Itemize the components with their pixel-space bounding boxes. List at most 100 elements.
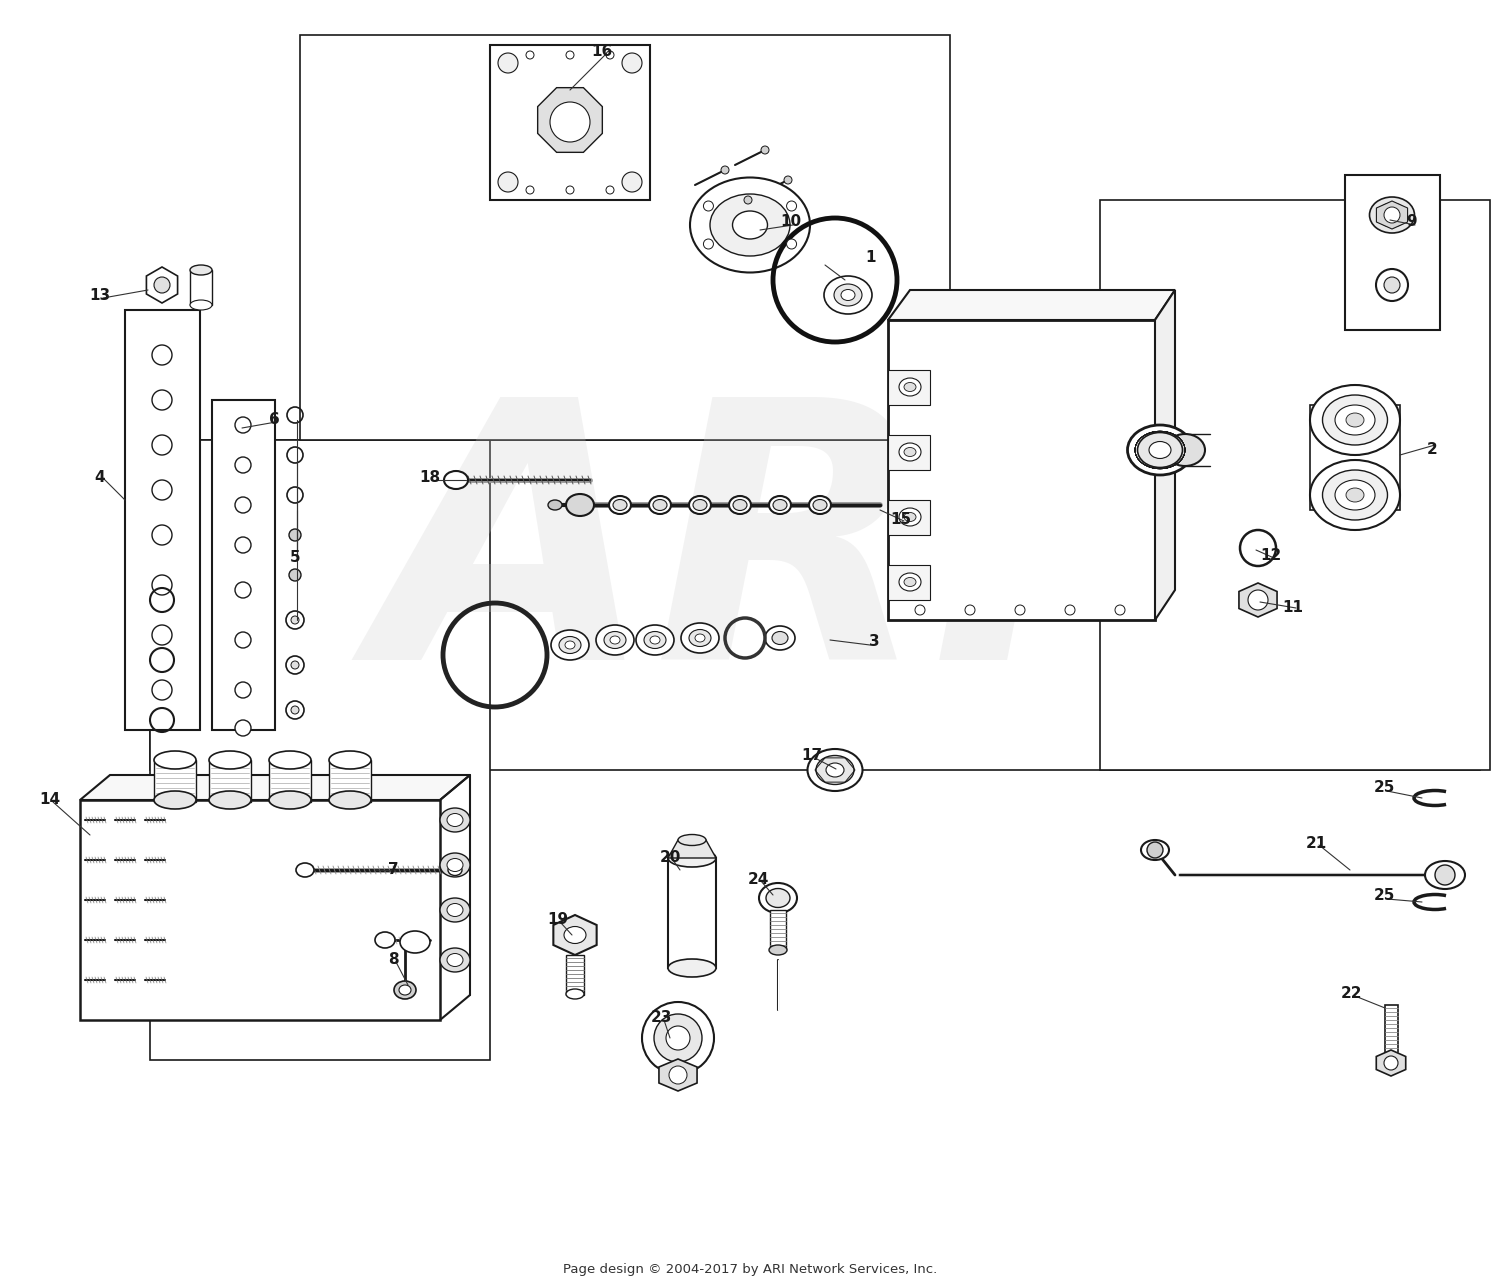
Circle shape (236, 537, 250, 553)
Ellipse shape (904, 383, 916, 392)
Ellipse shape (636, 625, 674, 655)
Ellipse shape (610, 636, 620, 645)
Polygon shape (80, 800, 440, 1019)
Polygon shape (888, 320, 1155, 620)
Ellipse shape (904, 578, 916, 587)
Ellipse shape (1142, 840, 1168, 860)
Text: 15: 15 (891, 511, 912, 526)
Ellipse shape (807, 749, 862, 791)
Ellipse shape (440, 808, 470, 832)
Text: 7: 7 (387, 862, 399, 877)
Circle shape (622, 172, 642, 193)
Ellipse shape (1166, 434, 1204, 466)
Bar (1310, 404, 1400, 510)
Ellipse shape (375, 932, 394, 948)
Text: 24: 24 (747, 872, 768, 886)
Circle shape (744, 196, 752, 204)
Circle shape (1384, 207, 1400, 223)
Text: 10: 10 (780, 214, 801, 230)
Text: 5: 5 (290, 551, 300, 565)
Ellipse shape (1310, 385, 1400, 455)
Text: 14: 14 (39, 792, 60, 808)
Circle shape (291, 616, 298, 624)
Circle shape (666, 1026, 690, 1050)
Circle shape (152, 345, 172, 365)
Ellipse shape (550, 630, 590, 660)
Circle shape (152, 681, 172, 700)
Text: 3: 3 (868, 633, 879, 648)
Ellipse shape (765, 627, 795, 650)
Circle shape (152, 525, 172, 544)
Ellipse shape (650, 496, 670, 514)
Circle shape (236, 720, 250, 736)
Ellipse shape (1323, 395, 1388, 446)
Circle shape (669, 1066, 687, 1084)
Circle shape (290, 569, 302, 580)
Circle shape (760, 146, 770, 154)
Circle shape (236, 632, 250, 648)
Bar (190, 270, 211, 306)
Polygon shape (1377, 202, 1407, 229)
Ellipse shape (447, 814, 464, 827)
Circle shape (566, 186, 574, 194)
Ellipse shape (668, 959, 716, 977)
Ellipse shape (268, 791, 310, 809)
Ellipse shape (904, 512, 916, 521)
Text: 6: 6 (268, 412, 279, 428)
Circle shape (1114, 605, 1125, 615)
Text: 2: 2 (1426, 443, 1437, 457)
Ellipse shape (444, 471, 468, 489)
Text: 1: 1 (865, 250, 876, 266)
Circle shape (152, 625, 172, 645)
Polygon shape (537, 87, 603, 153)
Circle shape (654, 1014, 702, 1062)
Circle shape (152, 390, 172, 410)
Ellipse shape (604, 632, 625, 648)
Ellipse shape (447, 859, 464, 872)
Circle shape (291, 661, 298, 669)
Polygon shape (211, 401, 274, 731)
Ellipse shape (296, 863, 314, 877)
Polygon shape (1100, 200, 1490, 770)
Ellipse shape (1310, 460, 1400, 530)
Text: 21: 21 (1305, 836, 1326, 850)
Ellipse shape (834, 284, 862, 306)
Bar (209, 760, 251, 802)
Ellipse shape (734, 499, 747, 511)
Text: 12: 12 (1260, 547, 1281, 562)
Bar (328, 760, 370, 802)
Ellipse shape (904, 448, 916, 457)
Polygon shape (80, 776, 470, 800)
Ellipse shape (209, 791, 251, 809)
Ellipse shape (154, 751, 196, 769)
Circle shape (236, 457, 250, 473)
Circle shape (606, 186, 613, 194)
Circle shape (152, 480, 172, 499)
Text: Page design © 2004-2017 by ARI Network Services, Inc.: Page design © 2004-2017 by ARI Network S… (562, 1263, 938, 1276)
Ellipse shape (596, 625, 634, 655)
Bar (154, 760, 196, 802)
Ellipse shape (681, 623, 718, 654)
Ellipse shape (190, 265, 211, 275)
Ellipse shape (209, 751, 251, 769)
Ellipse shape (566, 989, 584, 999)
Text: 4: 4 (94, 470, 105, 485)
Text: 17: 17 (801, 749, 822, 764)
Bar (1384, 1005, 1398, 1063)
Ellipse shape (732, 211, 768, 239)
Ellipse shape (1370, 196, 1414, 232)
Circle shape (290, 529, 302, 541)
Text: 20: 20 (660, 850, 681, 865)
Circle shape (786, 202, 796, 211)
Text: 25: 25 (1374, 889, 1395, 904)
Ellipse shape (898, 573, 921, 591)
Ellipse shape (688, 496, 711, 514)
Ellipse shape (447, 904, 464, 917)
Bar (668, 858, 716, 968)
Ellipse shape (827, 763, 844, 777)
Ellipse shape (1335, 480, 1376, 510)
Ellipse shape (652, 499, 668, 511)
Ellipse shape (770, 945, 788, 955)
Polygon shape (888, 290, 1174, 320)
Circle shape (642, 1002, 714, 1073)
